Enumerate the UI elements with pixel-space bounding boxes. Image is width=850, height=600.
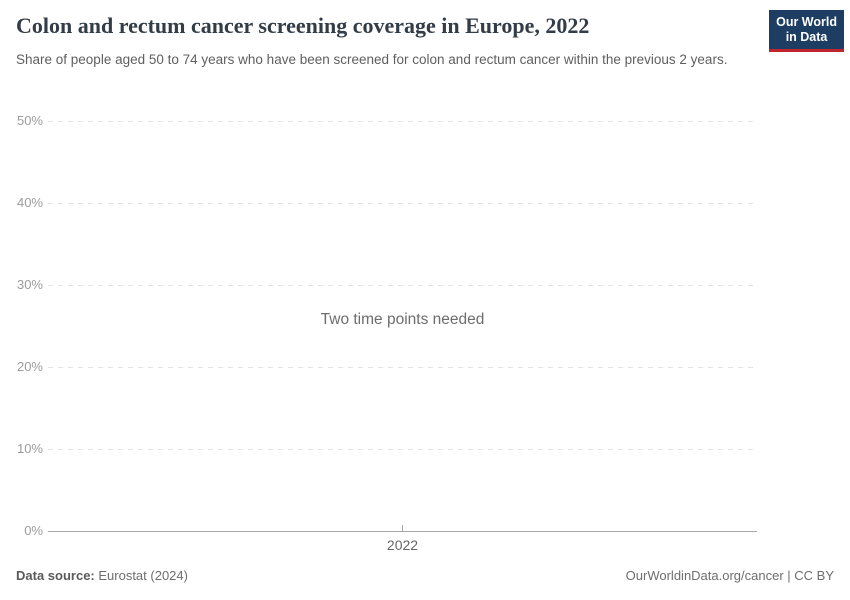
y-axis-label-20: 20% <box>16 359 43 374</box>
y-axis-label-0: 0% <box>24 523 43 538</box>
gridline-30 <box>48 285 757 286</box>
data-source-label: Data source: <box>16 568 95 583</box>
chart-title: Colon and rectum cancer screening covera… <box>16 13 590 38</box>
y-axis-label-40: 40% <box>16 195 43 210</box>
gridline-20 <box>48 367 757 368</box>
y-axis-label-50: 50% <box>16 113 43 128</box>
credit-link[interactable]: OurWorldinData.org/cancer | CC BY <box>625 568 834 583</box>
data-source-value: Eurostat (2024) <box>94 568 188 583</box>
owid-logo-line2: in Data <box>785 30 828 44</box>
data-source-note: Data source: Eurostat (2024) <box>16 568 188 583</box>
owid-logo[interactable]: Our World in Data <box>769 10 844 52</box>
chart-subtitle: Share of people aged 50 to 74 years who … <box>16 52 728 67</box>
y-axis-label-30: 30% <box>16 277 43 292</box>
gridline-50 <box>48 121 757 122</box>
x-axis-label-2022: 2022 <box>386 537 419 553</box>
y-axis-label-10: 10% <box>16 441 43 456</box>
x-axis-tick <box>402 525 403 532</box>
owid-logo-line1: Our World <box>776 15 837 29</box>
gridline-10 <box>48 449 757 450</box>
empty-state-message: Two time points needed <box>320 311 485 328</box>
gridline-40 <box>48 203 757 204</box>
